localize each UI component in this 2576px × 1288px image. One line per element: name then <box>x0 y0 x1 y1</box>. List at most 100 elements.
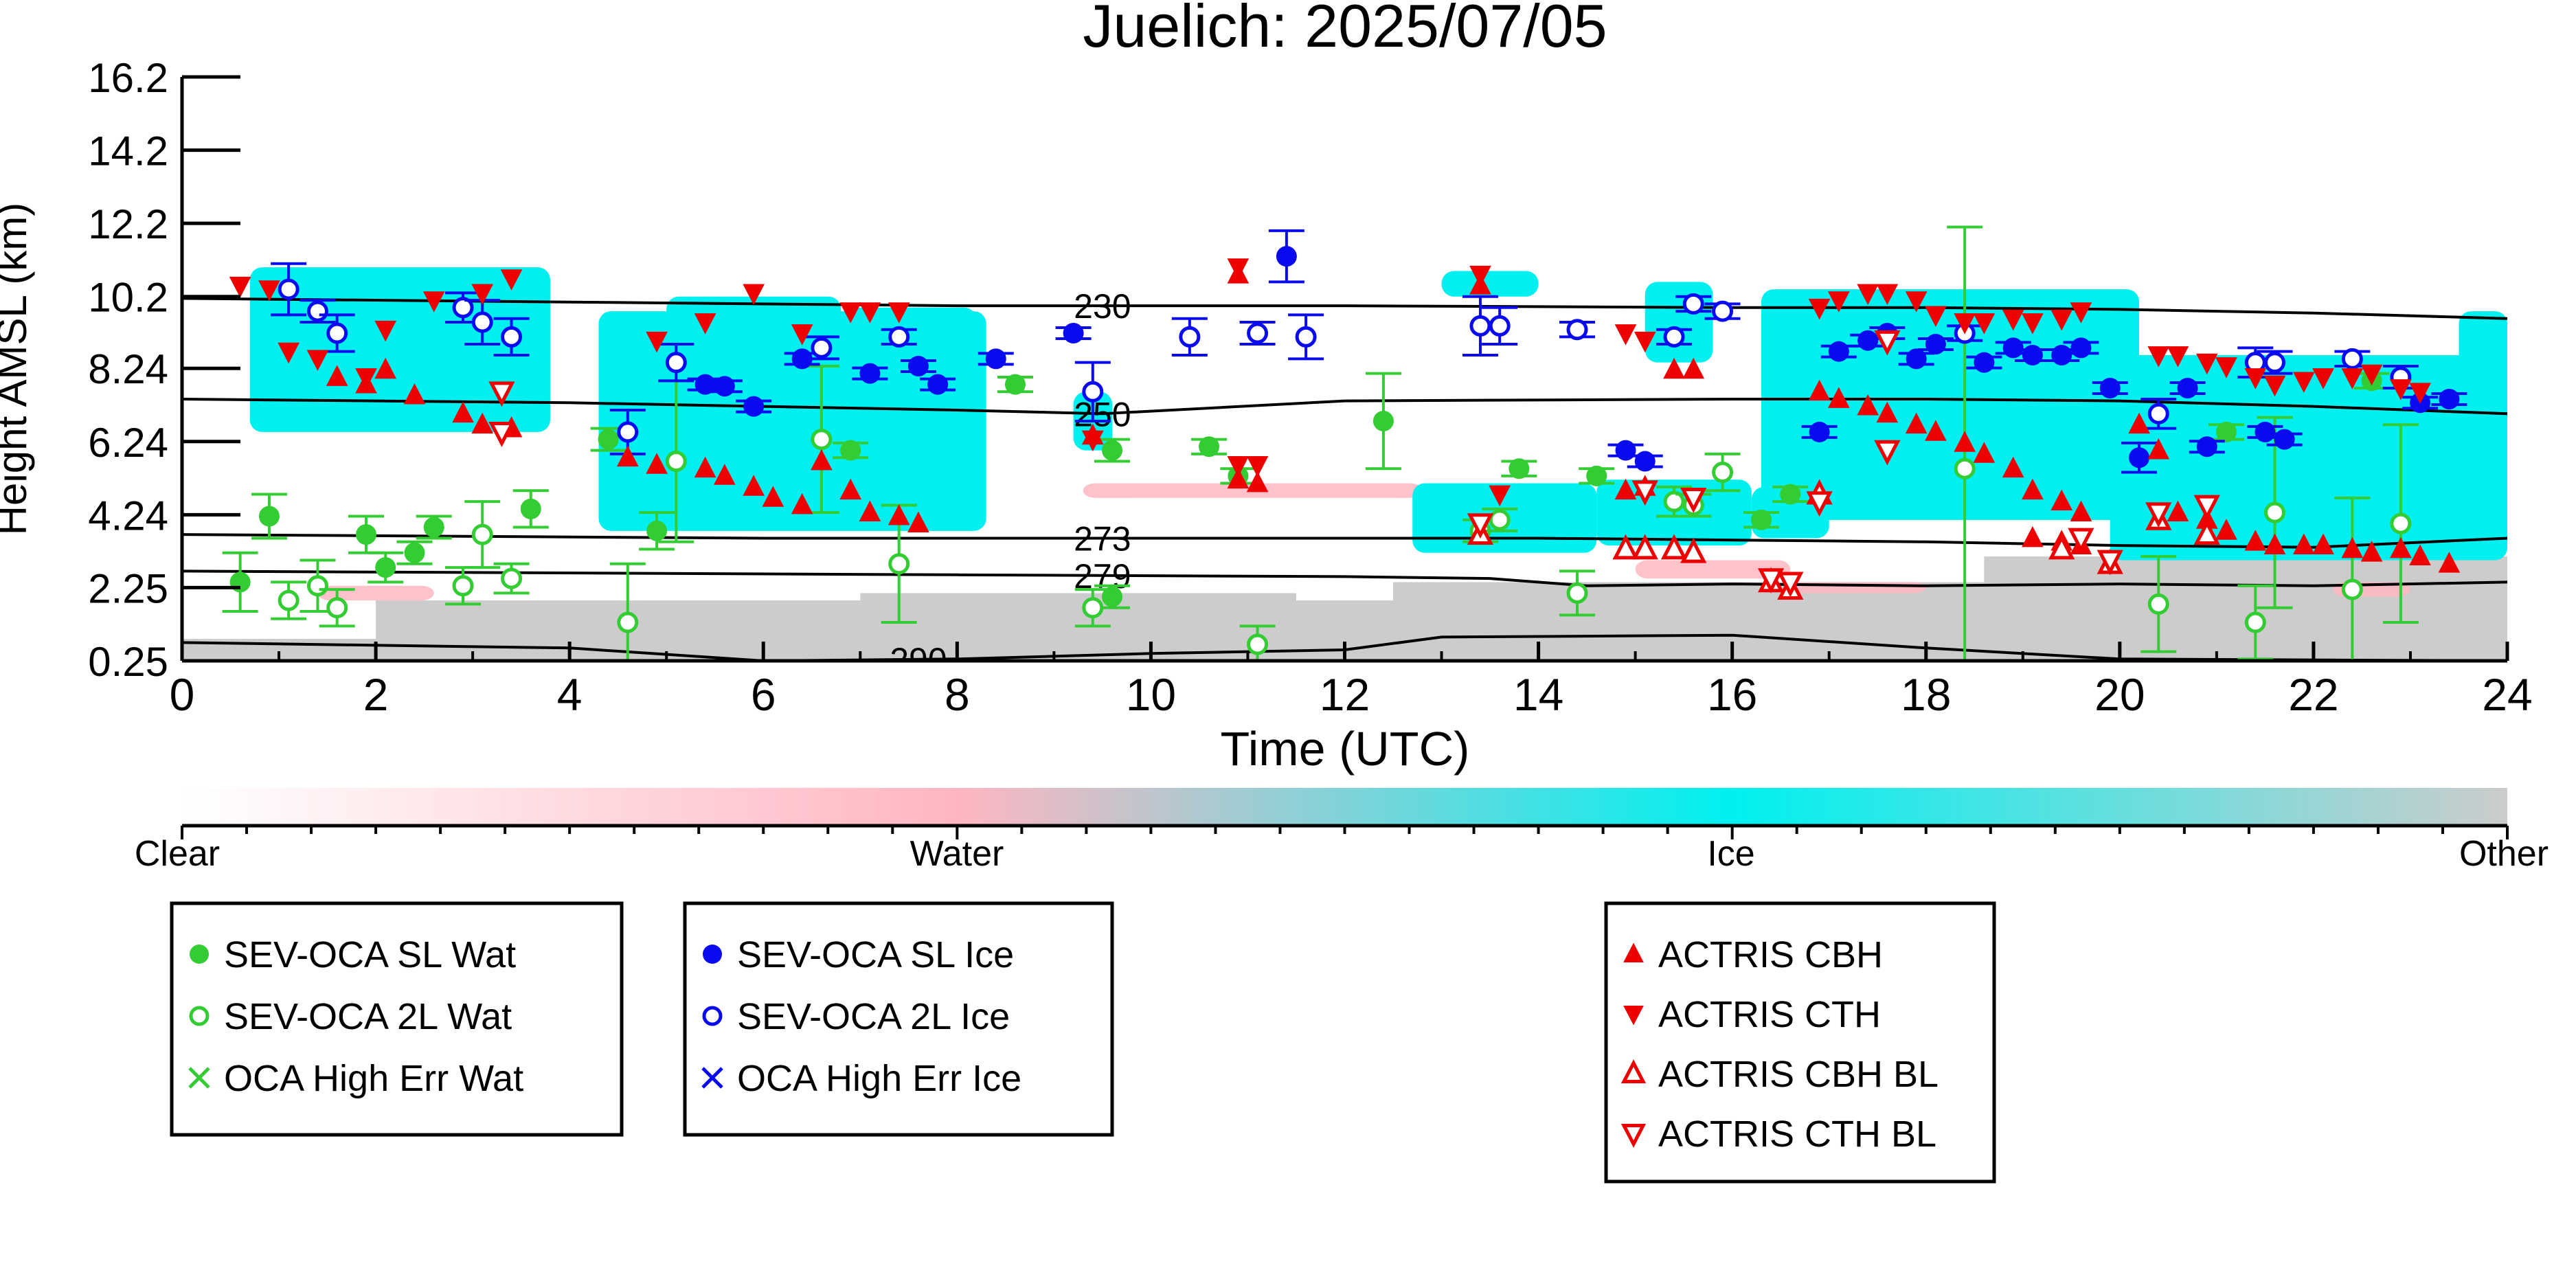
data-point <box>500 269 523 291</box>
data-point <box>471 284 494 306</box>
data-point <box>423 517 444 538</box>
x-tick-label: 4 <box>557 669 583 720</box>
data-point <box>840 440 861 461</box>
data-point <box>2068 528 2094 554</box>
data-point <box>743 475 765 496</box>
data-point <box>471 412 494 434</box>
data-point <box>1905 412 1928 434</box>
data-point <box>501 567 523 589</box>
data-point <box>452 401 474 423</box>
data-point <box>1925 420 1947 441</box>
data-point <box>1874 330 1901 356</box>
data-point <box>1857 330 1879 351</box>
data-point <box>2263 375 2286 397</box>
data-point <box>1827 291 1850 313</box>
data-point <box>229 572 251 593</box>
data-point <box>1102 586 1122 607</box>
data-point <box>1295 326 1317 348</box>
data-point <box>2050 309 2073 331</box>
data-point <box>2409 544 2431 565</box>
data-point <box>326 365 348 386</box>
data-point <box>258 280 280 302</box>
data-point <box>1757 568 1785 594</box>
legend-marker-stroke-b <box>188 1067 210 1089</box>
data-point <box>616 445 639 467</box>
data-point <box>1925 334 1946 355</box>
x-tick-label: 16 <box>1707 669 1757 720</box>
colorbar-label-ice: Ice <box>1707 834 1754 874</box>
x-tick-label: 6 <box>751 669 776 720</box>
x-tick-label: 12 <box>1320 669 1370 720</box>
data-point <box>1509 458 1530 479</box>
data-point <box>2215 519 2237 540</box>
data-point <box>694 313 716 335</box>
data-point <box>471 311 493 333</box>
data-point <box>520 498 541 519</box>
data-point <box>2215 421 2237 442</box>
data-point <box>1634 451 1656 472</box>
legend-marker <box>1620 1123 1647 1148</box>
data-point <box>1634 331 1656 353</box>
data-point <box>1227 467 1250 489</box>
data-point <box>2022 526 2044 547</box>
data-point <box>326 322 348 344</box>
data-point <box>1680 487 1707 513</box>
x-axis-label: Time (UTC) <box>1221 722 1470 776</box>
data-point <box>1973 442 1996 463</box>
data-point <box>888 302 910 324</box>
data-point <box>1247 322 1269 344</box>
data-point <box>2070 337 2092 359</box>
data-point <box>598 429 619 450</box>
data-point <box>646 331 668 353</box>
data-point <box>1631 534 1658 560</box>
legend-box-2: SEV-OCA SL Ice SEV-OCA 2L Ice OCA High Err… <box>683 901 1114 1137</box>
legend-frame <box>1604 901 1996 1184</box>
data-point <box>1682 357 1705 379</box>
data-point <box>2274 429 2295 450</box>
data-point <box>859 500 881 522</box>
data-point <box>1780 484 1801 505</box>
region-ice <box>2459 311 2507 399</box>
data-point <box>2147 593 2169 615</box>
legend-marker <box>190 945 209 964</box>
x-tick-label: 2 <box>363 669 389 720</box>
data-point <box>229 276 251 298</box>
data-point <box>791 324 813 346</box>
data-point <box>1954 457 1976 479</box>
chart-title: Juelich: 2025/07/05 <box>1083 0 1607 60</box>
data-point <box>791 493 813 515</box>
data-point <box>258 506 280 527</box>
data-point <box>1566 582 1588 604</box>
data-point <box>2244 530 2267 551</box>
data-point <box>2341 578 2363 600</box>
y-tick-label: 0.25 <box>88 639 168 685</box>
data-point <box>1081 430 1104 452</box>
data-point <box>2050 489 2073 511</box>
legend-marker <box>1623 942 1644 963</box>
data-point <box>1663 326 1685 348</box>
x-tick-label: 22 <box>2288 669 2338 720</box>
colorbar-label-clear: Clear <box>135 834 220 874</box>
data-point <box>1827 387 1850 408</box>
data-point <box>2099 377 2121 398</box>
data-point <box>2215 357 2237 379</box>
data-point <box>1082 381 1104 403</box>
data-point <box>422 291 445 313</box>
data-point <box>355 368 377 389</box>
y-tick-label: 2.25 <box>88 565 168 611</box>
data-point <box>1199 436 1220 457</box>
data-point <box>1663 490 1685 512</box>
data-point <box>1612 534 1639 560</box>
data-point <box>2002 337 2024 359</box>
data-point <box>2167 346 2189 368</box>
data-point <box>714 464 736 485</box>
data-point <box>2409 383 2431 404</box>
y-tick-label: 10.2 <box>88 275 168 321</box>
data-point <box>1566 319 1588 341</box>
region-ice <box>1441 271 1539 297</box>
legend-label: ACTRIS CBH BL <box>1658 1054 1939 1095</box>
data-point <box>811 449 833 471</box>
data-point <box>617 421 639 443</box>
data-point <box>1973 313 1996 335</box>
data-point <box>1808 298 1831 320</box>
